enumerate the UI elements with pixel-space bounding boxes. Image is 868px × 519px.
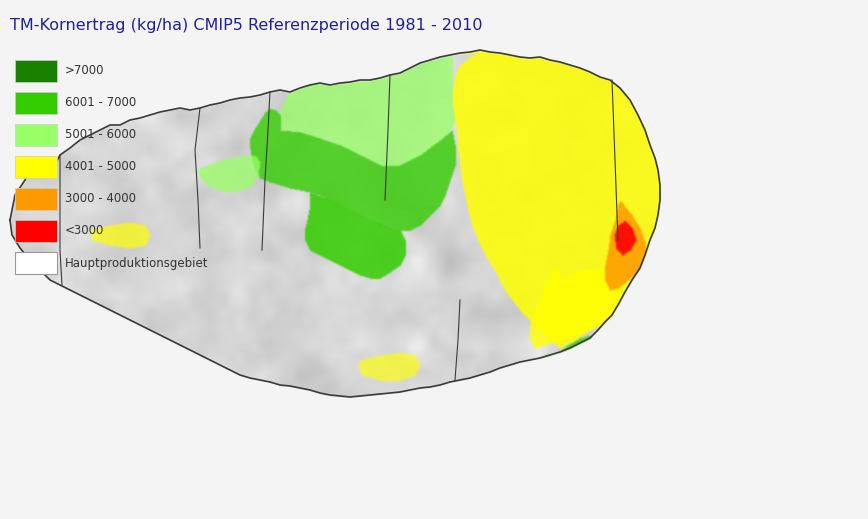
Bar xyxy=(15,220,57,242)
Text: 4001 - 5000: 4001 - 5000 xyxy=(65,160,136,173)
Bar xyxy=(15,188,57,210)
Text: 6001 - 7000: 6001 - 7000 xyxy=(65,97,136,110)
Text: >7000: >7000 xyxy=(65,64,104,77)
Bar xyxy=(15,156,57,178)
Text: <3000: <3000 xyxy=(65,225,104,238)
Text: TM-Kornertrag (kg/ha) CMIP5 Referenzperiode 1981 - 2010: TM-Kornertrag (kg/ha) CMIP5 Referenzperi… xyxy=(10,18,483,33)
Bar xyxy=(15,252,57,274)
Text: 3000 - 4000: 3000 - 4000 xyxy=(65,193,136,206)
Text: 5001 - 6000: 5001 - 6000 xyxy=(65,129,136,142)
Bar xyxy=(15,124,57,146)
Bar xyxy=(15,92,57,114)
Text: Hauptproduktionsgebiet: Hauptproduktionsgebiet xyxy=(65,256,208,269)
Bar xyxy=(15,60,57,82)
